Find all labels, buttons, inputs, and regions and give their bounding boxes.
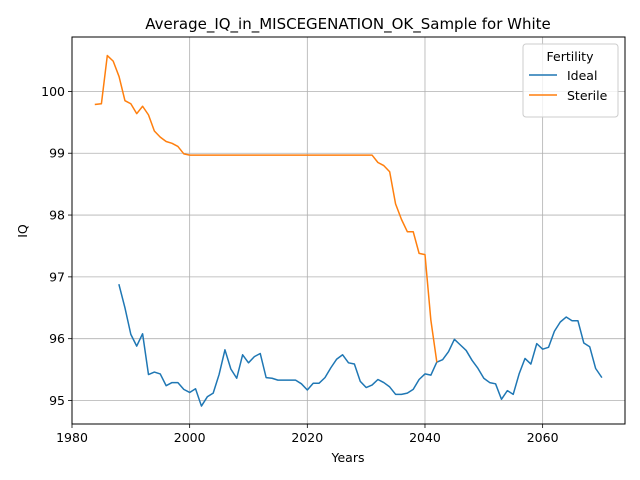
chart-title: Average_IQ_in_MISCEGENATION_OK_Sample fo…	[145, 15, 551, 34]
x-tick-label: 2040	[409, 430, 441, 445]
legend-label-sterile: Sterile	[567, 88, 608, 103]
y-tick-label: 96	[49, 331, 65, 346]
x-tick-label: 1980	[56, 430, 88, 445]
y-tick-label: 95	[49, 393, 65, 408]
x-tick-label: 2060	[527, 430, 559, 445]
series-line-ideal	[118, 283, 603, 407]
legend-box	[522, 43, 619, 118]
y-tick-label: 99	[49, 146, 65, 161]
legend-label-ideal: Ideal	[567, 68, 597, 83]
series-lines	[94, 54, 603, 407]
y-tick-label: 97	[49, 269, 65, 284]
y-tick-label: 98	[49, 208, 65, 223]
legend: Fertility Ideal Sterile	[522, 43, 619, 118]
x-tick-label: 2000	[174, 430, 206, 445]
y-tick-label: 100	[41, 84, 65, 99]
x-axis-label: Years	[331, 450, 365, 465]
legend-items: Ideal Sterile	[529, 68, 608, 103]
legend-title: Fertility	[547, 49, 595, 64]
x-tick-label: 2020	[291, 430, 323, 445]
axis-ticks: 1980 2000 2020 2040 2060 95 96 97 98 99 100	[41, 84, 558, 445]
series-line-sterile	[94, 54, 438, 363]
axes-frame	[71, 36, 626, 425]
y-axis-label: IQ	[15, 224, 30, 238]
